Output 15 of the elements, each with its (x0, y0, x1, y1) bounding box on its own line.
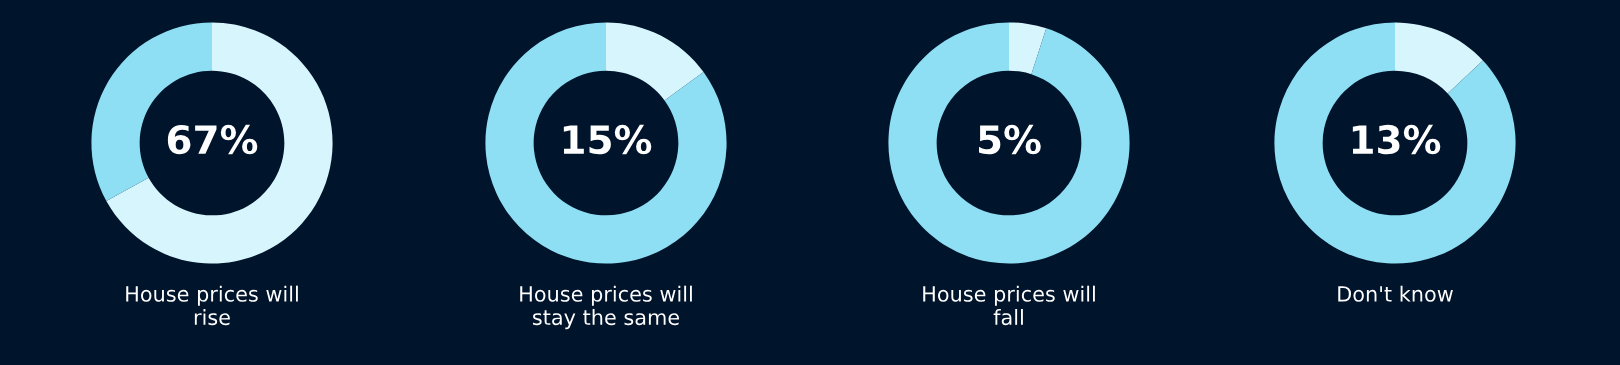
donut-slice (1009, 22, 1047, 75)
data-label: 13% (1352, 124, 1441, 155)
donut-slice (606, 22, 704, 101)
data-label: 5% (978, 124, 1041, 155)
text: Don't know (1338, 285, 1453, 302)
text: House prices will stay the same (520, 285, 692, 330)
donut-slice (888, 22, 1130, 264)
donut-slice (1274, 22, 1516, 264)
text: House prices will fall (923, 285, 1095, 326)
data-label: 15% (563, 124, 652, 155)
data-label: 67% (167, 124, 258, 155)
donut-slice (485, 22, 727, 264)
donut-slice (1395, 22, 1483, 94)
donut-slice (106, 22, 333, 264)
text: House prices will rise (126, 285, 298, 326)
